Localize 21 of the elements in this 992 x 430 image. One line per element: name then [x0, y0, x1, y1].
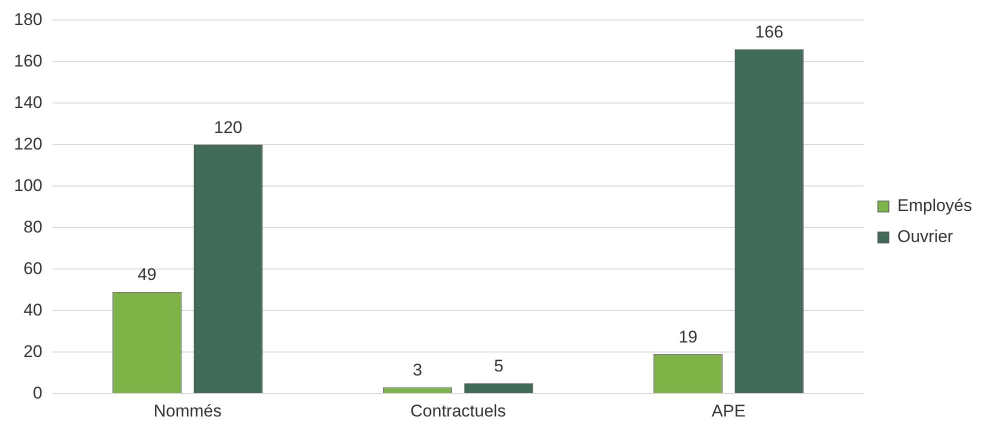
- data-label: 49: [138, 265, 156, 284]
- data-label: 5: [494, 356, 504, 376]
- y-tick-label: 180: [14, 10, 42, 29]
- legend-label: Employés: [897, 196, 972, 216]
- x-tick-label: APE: [712, 401, 746, 420]
- y-tick-label: 0: [32, 383, 42, 402]
- y-tick-label: 60: [23, 258, 42, 278]
- y-tick-label: 140: [14, 92, 42, 112]
- data-label: 120: [214, 118, 242, 137]
- data-label: 19: [678, 327, 698, 346]
- y-tick-label: 160: [14, 51, 42, 70]
- data-label: 3: [412, 360, 422, 380]
- x-tick-label: Contractuels: [410, 401, 506, 420]
- data-label: 166: [754, 22, 784, 42]
- y-tick-label: 100: [14, 176, 42, 195]
- y-tick-label: 40: [23, 300, 42, 320]
- y-tick-label: 20: [23, 342, 42, 361]
- y-tick-label: 120: [14, 134, 42, 154]
- legend-label: Ouvrier: [897, 227, 954, 246]
- x-tick-label: Nommés: [154, 401, 222, 420]
- y-tick-label: 80: [23, 217, 42, 236]
